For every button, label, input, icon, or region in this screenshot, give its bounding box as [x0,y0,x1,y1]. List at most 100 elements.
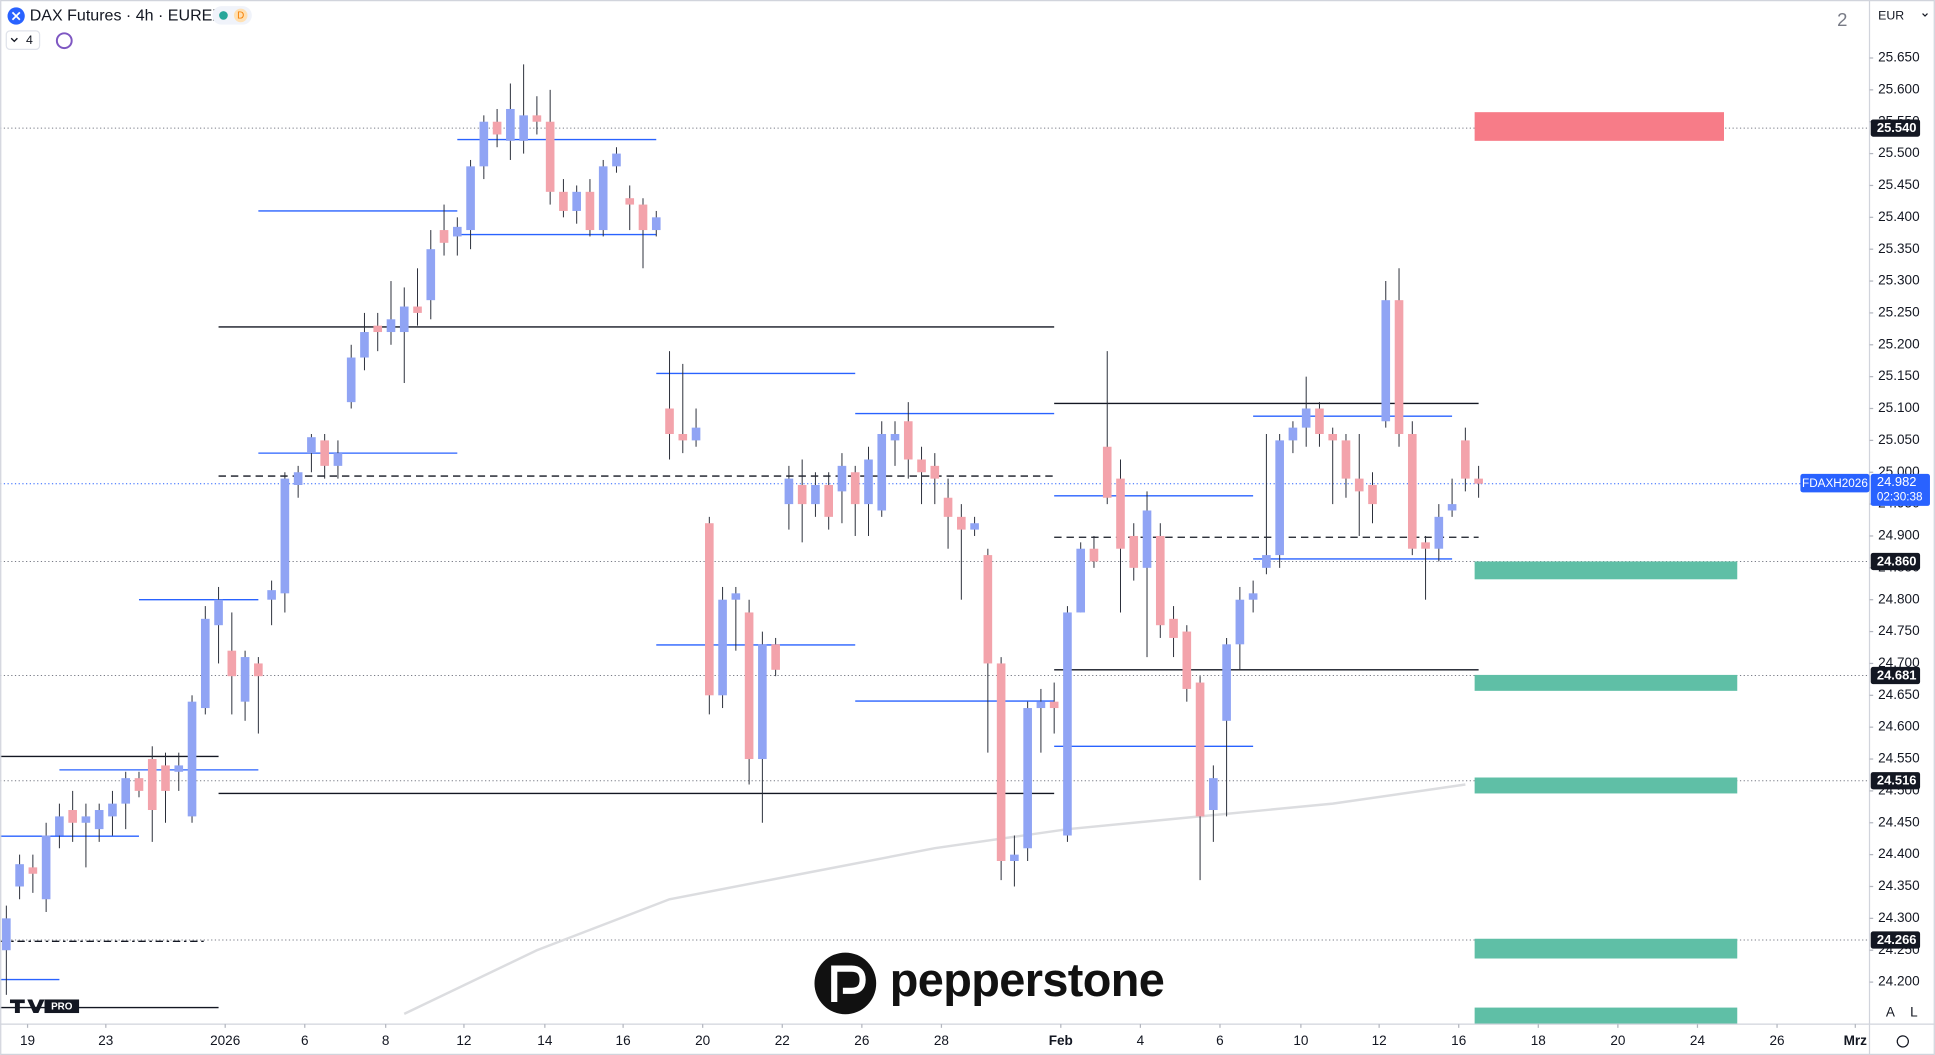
candle-body [466,166,475,231]
candle-body [426,249,436,301]
candle-body [877,434,887,511]
candle-body [1381,300,1391,422]
candle-body [572,191,581,211]
candle-body [1222,644,1231,721]
zone [1474,777,1738,794]
candle-body [1368,484,1377,505]
x-tick-label: 12 [456,1033,471,1048]
candle-body [705,523,714,696]
candle-body [413,306,422,313]
candle-body [1102,446,1112,498]
symbol-tag-label: FDAXH2026 [1802,477,1868,490]
candle-body [134,778,144,791]
candle-body [68,810,77,823]
candle-body [612,153,621,167]
candle-body [1116,478,1125,549]
candle-body [360,332,369,358]
candle-body [1169,618,1178,638]
zone [1474,938,1738,959]
refresh-icon[interactable] [55,32,73,50]
candle-body [585,191,595,231]
candle-body [161,765,170,791]
candle-body [731,593,741,600]
level-tag [1870,931,1921,949]
candle-body [386,319,396,333]
candle-body [1036,701,1046,709]
candle-body [519,115,528,141]
pro-badge [44,999,80,1014]
candle-body [479,121,489,167]
candle-body [94,810,104,830]
level-tag [1870,552,1921,571]
candle-body [1315,408,1324,435]
log-scale[interactable]: L [1910,1005,1918,1020]
candle-body [545,121,555,192]
candle-body [307,437,316,454]
candle-body [1049,701,1059,709]
y-tick-label: 24.400 [1878,846,1920,861]
settings-icon[interactable] [1896,1035,1909,1048]
y-tick-label: 24.350 [1878,878,1920,893]
candle-body [691,427,701,441]
candle-body [1461,440,1470,479]
candle-body [227,650,237,677]
level-tag-label: 24.266 [1877,932,1917,947]
candle-body [373,325,383,333]
candle-body [744,612,754,760]
candle-body [1089,548,1099,562]
last-price-label: 24.982 [1877,474,1917,489]
currency[interactable]: EUR [1878,8,1904,22]
y-tick-label: 24.650 [1878,687,1920,702]
candle-body [1301,408,1311,428]
y-tick-label: 25.400 [1878,209,1920,224]
x-tick-label: 16 [1451,1033,1466,1048]
candle-body [1063,612,1072,836]
candle-body [917,459,926,473]
zone [1474,674,1738,691]
candle-body [1394,300,1404,435]
x-tick-label: 22 [775,1033,790,1048]
watermark: pepperstone [890,954,1165,1006]
candle-body [850,472,860,505]
candle-body [983,555,993,664]
y-tick-label: 25.350 [1878,241,1920,256]
level-tag [1870,119,1921,137]
x-tick-label: 18 [1531,1033,1546,1048]
x-tick-label: 19 [20,1033,35,1048]
delay-badge [233,8,248,23]
candle-body [320,440,329,466]
auto-scale[interactable]: A [1886,1005,1896,1020]
delay-badge-text: D [237,11,244,22]
y-tick-label: 24.550 [1878,751,1920,766]
candle-body [108,803,117,817]
candle-body [2,918,11,951]
level-tag-label: 25.540 [1877,120,1917,135]
candle-body [957,516,966,530]
y-tick-label: 24.800 [1878,591,1920,606]
candle-body [187,701,197,817]
candle-body [121,778,131,804]
candle-body [1155,535,1165,626]
indicators-toggle[interactable] [5,30,41,50]
candle-body [665,408,674,435]
candle-body [1288,427,1298,441]
level-tag [1870,772,1921,790]
candle-body [824,484,834,517]
candle-body [651,217,661,231]
candle-body [1023,708,1032,849]
level-tag-label: 24.516 [1877,773,1917,788]
y-tick-label: 25.050 [1878,432,1920,447]
y-tick-label: 24.450 [1878,814,1920,829]
y-tick-label: 25.500 [1878,145,1920,160]
candle-body [1434,516,1444,549]
x-tick-label: 16 [616,1033,631,1048]
symbol-title[interactable]: DAX Futures · 4h · EUREX [30,6,224,24]
candle-body [41,835,51,900]
candle-body [15,864,24,887]
candle-body [903,421,913,460]
y-tick-label: 24.900 [1878,528,1920,543]
plot-area [0,64,1870,1025]
candle-body [439,230,449,243]
